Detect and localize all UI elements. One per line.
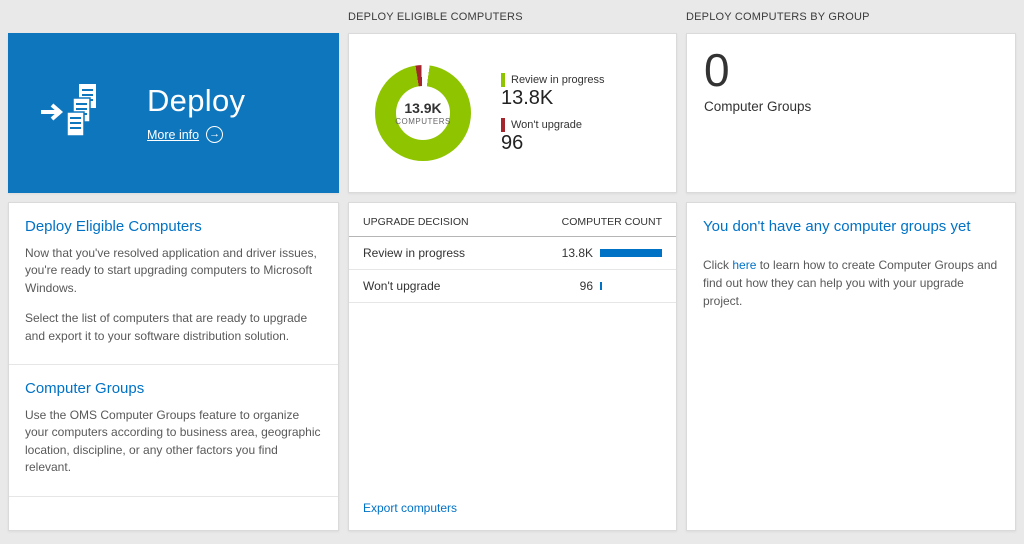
- more-info-link[interactable]: More info: [147, 127, 200, 142]
- table-header: UPGRADE DECISION COMPUTER COUNT: [349, 203, 676, 237]
- donut-ring[interactable]: 13.9K COMPUTERS: [375, 65, 471, 161]
- row-count: 13.8K: [561, 246, 593, 260]
- row-label: Won't upgrade: [363, 279, 441, 293]
- donut-center: 13.9K COMPUTERS: [395, 86, 451, 140]
- section-heading: Deploy Eligible Computers: [25, 218, 202, 235]
- right-column-header: DEPLOY COMPUTERS BY GROUP: [686, 10, 870, 23]
- no-groups-heading: You don't have any computer groups yet: [703, 218, 971, 235]
- row-count: 96: [579, 279, 593, 293]
- deploy-tile-text: Deploy More info →: [147, 83, 245, 143]
- no-groups-text: Click here to learn how to create Comput…: [703, 256, 999, 310]
- count-bar: [600, 249, 662, 257]
- dashboard: Deploy More info → Deploy Eligible Compu…: [8, 0, 1016, 531]
- upgrade-decision-panel: UPGRADE DECISION COMPUTER COUNT Review i…: [348, 202, 677, 531]
- section-paragraph: Now that you've resolved application and…: [25, 246, 317, 295]
- row-value: 96: [559, 279, 662, 293]
- group-count-label: Computer Groups: [704, 98, 812, 114]
- no-groups-panel: You don't have any computer groups yet C…: [686, 202, 1016, 531]
- donut-legend: Review in progress 13.8K Won't upgrade 9…: [501, 72, 605, 154]
- deploy-tile[interactable]: Deploy More info →: [8, 33, 339, 193]
- more-info-row: More info →: [147, 126, 245, 143]
- section-paragraph: Use the OMS Computer Groups feature to o…: [25, 407, 321, 475]
- deploy-tile-title: Deploy: [147, 83, 246, 118]
- group-count: 0: [704, 44, 730, 96]
- legend-label: Won't upgrade: [511, 118, 583, 131]
- computer-groups-tile[interactable]: 0 Computer Groups: [686, 33, 1016, 193]
- left-column-header: [8, 0, 339, 33]
- table-header-count: COMPUTER COUNT: [561, 216, 662, 228]
- legend-value: 13.8K: [501, 86, 554, 109]
- no-groups-text-before: Click: [703, 258, 733, 272]
- legend-value: 96: [501, 131, 524, 154]
- section-heading: Computer Groups: [25, 379, 145, 397]
- section-deploy-eligible: Deploy Eligible Computers Now that you'v…: [9, 203, 338, 365]
- donut-total-label: COMPUTERS: [395, 117, 451, 126]
- legend-label: Review in progress: [511, 73, 605, 86]
- count-bar: [600, 282, 602, 290]
- section-paragraph: Select the list of computers that are re…: [25, 311, 308, 343]
- count-bar-track: [600, 282, 662, 290]
- row-value: 13.8K: [559, 246, 662, 260]
- more-info-arrow-icon[interactable]: →: [206, 126, 224, 143]
- legend-swatch-red: [501, 117, 505, 132]
- section-computer-groups: Computer Groups Use the OMS Computer Gro…: [9, 365, 338, 497]
- eligible-computers-tile[interactable]: 13.9K COMPUTERS Review in progress 13.8K…: [348, 33, 677, 193]
- no-groups-text-after: to learn how to create Computer Groups a…: [703, 258, 998, 308]
- deploy-description-panel: Deploy Eligible Computers Now that you'v…: [8, 202, 339, 531]
- donut-total: 13.9K: [404, 100, 442, 116]
- column-deploy: Deploy More info → Deploy Eligible Compu…: [8, 0, 339, 531]
- table-header-decision: UPGRADE DECISION: [363, 216, 469, 228]
- panel-footer: Export computers: [349, 486, 676, 530]
- deploy-servers-icon: [41, 81, 103, 146]
- export-computers-link[interactable]: Export computers: [363, 501, 458, 515]
- table-row[interactable]: Won't upgrade 96: [349, 270, 676, 303]
- legend-item: Won't upgrade 96: [501, 117, 605, 154]
- table-row[interactable]: Review in progress 13.8K: [349, 237, 676, 270]
- here-link[interactable]: here: [732, 258, 757, 272]
- legend-item: Review in progress 13.8K: [501, 72, 605, 109]
- count-bar-track: [600, 249, 662, 257]
- column-computer-groups: DEPLOY COMPUTERS BY GROUP 0 Computer Gro…: [686, 0, 1016, 531]
- column-eligible-computers: DEPLOY ELIGIBLE COMPUTERS 13.9K COMPUTER…: [348, 0, 677, 531]
- middle-column-header: DEPLOY ELIGIBLE COMPUTERS: [348, 10, 523, 23]
- row-label: Review in progress: [363, 246, 466, 260]
- legend-swatch-green: [501, 72, 505, 87]
